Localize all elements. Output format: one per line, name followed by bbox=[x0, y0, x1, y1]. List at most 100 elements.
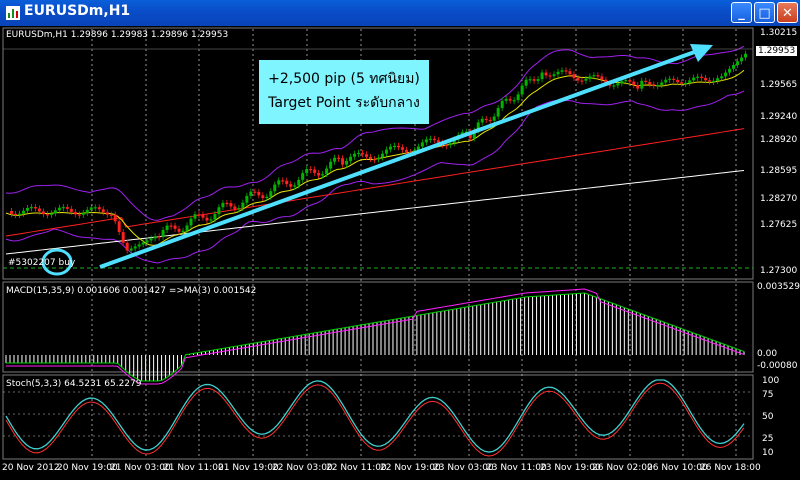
candle-body bbox=[744, 53, 748, 58]
candle-body bbox=[17, 213, 21, 215]
minimize-button[interactable]: _ bbox=[731, 2, 752, 23]
candle-body bbox=[692, 77, 696, 81]
candle-body bbox=[229, 203, 233, 207]
candle-body bbox=[576, 77, 580, 81]
candle-body bbox=[488, 119, 492, 122]
candle-body bbox=[193, 214, 197, 219]
candle-body bbox=[377, 157, 380, 160]
candle-body bbox=[57, 207, 61, 211]
candle-body bbox=[600, 76, 604, 80]
candle-body bbox=[217, 207, 221, 215]
candle-body bbox=[133, 246, 137, 249]
candle-body bbox=[612, 85, 616, 87]
candle-body bbox=[165, 225, 169, 230]
candle-body bbox=[185, 225, 189, 231]
candle-body bbox=[428, 138, 432, 140]
time-axis-label: 21 Nov 19:00 bbox=[218, 463, 279, 473]
candle-body bbox=[169, 225, 173, 227]
close-button[interactable]: ✕ bbox=[777, 2, 798, 23]
candle-body bbox=[341, 158, 345, 165]
order-label: #5302207 buy bbox=[8, 258, 76, 268]
candle-body bbox=[460, 132, 464, 136]
stoch-pane-info: Stoch(5,3,3) 64.5231 65.2279 bbox=[6, 379, 142, 389]
chart-canvas[interactable] bbox=[0, 26, 800, 480]
candle-body bbox=[564, 70, 568, 72]
time-axis-label: 21 Nov 11:00 bbox=[163, 463, 224, 473]
candle-body bbox=[700, 76, 704, 78]
candle-body bbox=[680, 82, 684, 84]
candle-body bbox=[536, 79, 540, 81]
candle-body bbox=[516, 94, 520, 101]
candle-body bbox=[660, 82, 664, 86]
candle-body bbox=[365, 154, 369, 157]
candle-body bbox=[668, 78, 672, 80]
candle-body bbox=[281, 180, 285, 182]
time-axis-label: 23 Nov 11:00 bbox=[486, 463, 547, 473]
candle-body bbox=[173, 225, 177, 229]
stoch-axis-75: 75 bbox=[762, 390, 774, 400]
candle-body bbox=[476, 122, 480, 131]
candle-body bbox=[81, 212, 85, 215]
title-bar[interactable]: EURUSDm,H1 _ □ ✕ bbox=[0, 0, 800, 26]
candle-body bbox=[672, 78, 676, 80]
candle-body bbox=[265, 196, 269, 198]
candle-body bbox=[648, 81, 652, 85]
candle-body bbox=[37, 208, 41, 212]
candle-body bbox=[484, 118, 488, 121]
candle-body bbox=[361, 152, 365, 155]
candle-body bbox=[273, 184, 277, 192]
candle-body bbox=[504, 98, 508, 101]
time-axis-label: 20 Nov 2012 bbox=[2, 463, 60, 473]
candle-body bbox=[101, 209, 105, 213]
candle-body bbox=[337, 157, 341, 159]
stoch-axis-50: 50 bbox=[762, 412, 774, 422]
candle-body bbox=[73, 211, 77, 215]
candle-body bbox=[584, 78, 588, 81]
time-axis-label: 20 Nov 19:00 bbox=[57, 463, 118, 473]
candle-body bbox=[309, 169, 313, 171]
macd-axis-top: 0.003529 bbox=[757, 282, 800, 292]
candle-body bbox=[289, 184, 293, 187]
candle-body bbox=[369, 156, 373, 160]
candle-body bbox=[349, 156, 353, 161]
candle-body bbox=[708, 80, 712, 82]
bb-upper-line bbox=[5, 45, 745, 221]
bollinger-bands bbox=[5, 45, 745, 264]
candle-body bbox=[285, 180, 289, 185]
candle-body bbox=[121, 232, 125, 243]
macd-pane-info: MACD(15,35,9) 0.001606 0.001427 =>MA(3) … bbox=[6, 286, 257, 296]
candle-body bbox=[644, 80, 648, 82]
main-pane-frame bbox=[2, 27, 754, 280]
candle-body bbox=[177, 228, 181, 232]
candle-body bbox=[548, 75, 552, 77]
candle-body bbox=[269, 191, 273, 197]
candle-body bbox=[528, 79, 532, 81]
annotation-line-1: +2,500 pip (5 ทศนิยม) bbox=[268, 71, 420, 87]
macd-axis-zero: 0.00 bbox=[757, 349, 778, 359]
chart-area[interactable]: EURUSDm,H1 1.29896 1.29983 1.29896 1.299… bbox=[0, 26, 800, 480]
stoch-axis-25: 25 bbox=[762, 434, 774, 444]
maximize-button[interactable]: □ bbox=[754, 2, 775, 23]
current-price-tag: 1.29953 bbox=[756, 46, 798, 56]
candle-body bbox=[345, 160, 349, 165]
candle-body bbox=[85, 209, 89, 213]
candle-body bbox=[384, 149, 388, 154]
candle-body bbox=[53, 210, 57, 214]
candle-body bbox=[117, 221, 121, 233]
stochastic-lines bbox=[3, 379, 753, 457]
candle-body bbox=[552, 74, 556, 76]
candle-body bbox=[640, 80, 644, 89]
candle-body bbox=[592, 75, 596, 77]
candle-body bbox=[728, 68, 732, 73]
time-axis-label: 22 Nov 03:00 bbox=[272, 463, 333, 473]
candle-body bbox=[13, 213, 17, 216]
stoch-axis-10: 10 bbox=[762, 448, 774, 458]
candle-body bbox=[201, 214, 205, 218]
candle-body bbox=[213, 214, 217, 220]
candle-body bbox=[720, 76, 724, 79]
candle-body bbox=[704, 77, 708, 81]
candle-body bbox=[452, 139, 456, 144]
candle-body bbox=[237, 208, 241, 210]
candle-body bbox=[688, 80, 692, 83]
candle-body bbox=[520, 85, 524, 95]
